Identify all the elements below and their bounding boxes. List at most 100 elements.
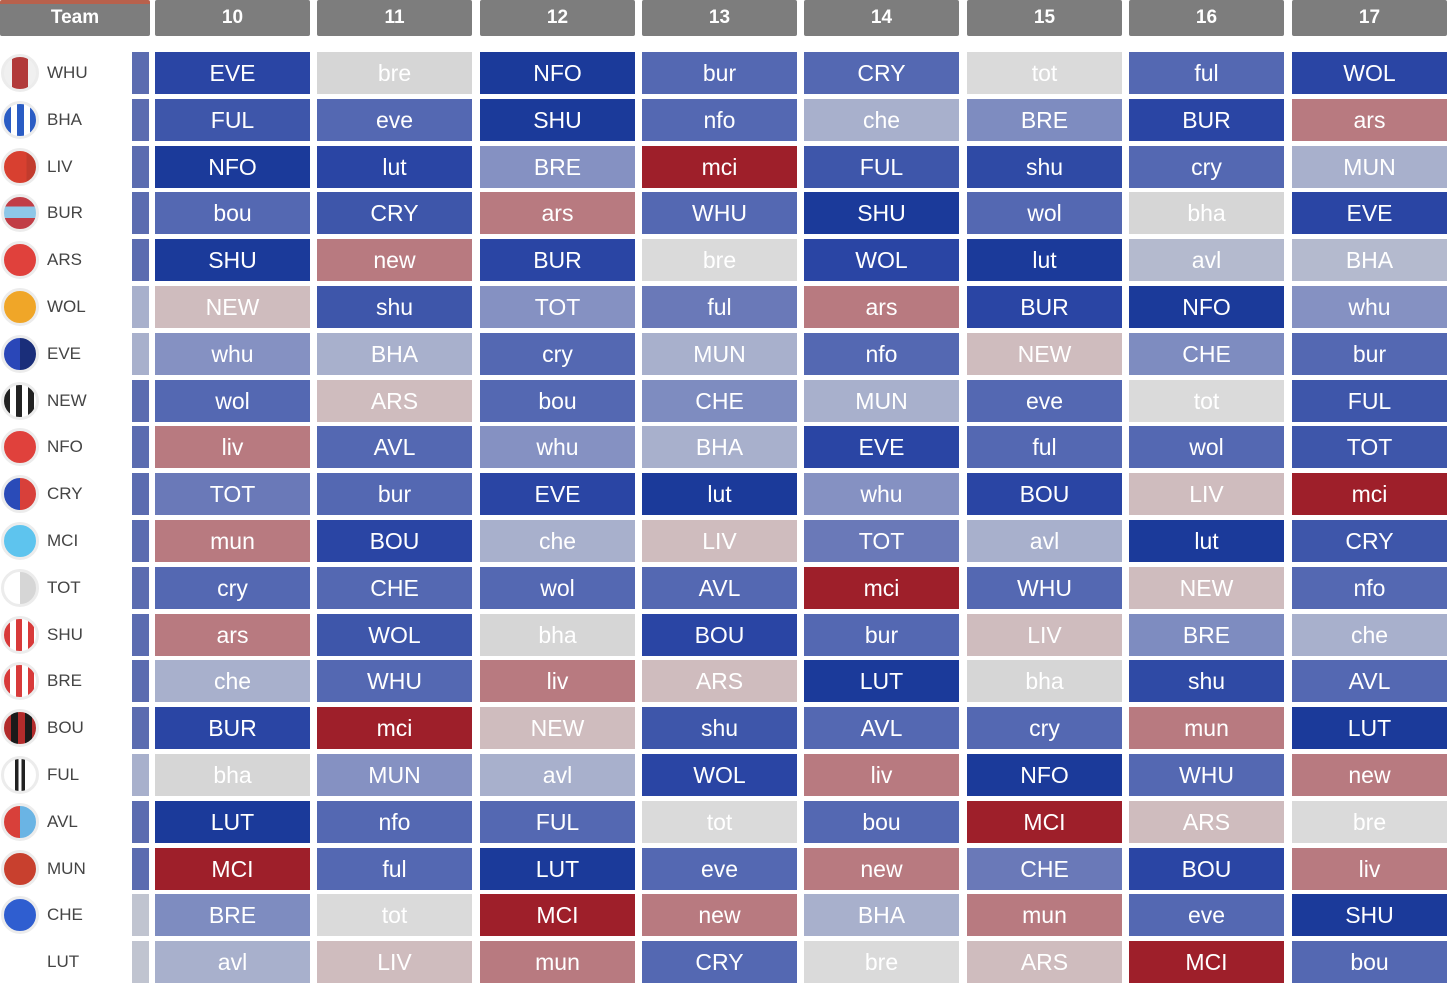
fixture-cell[interactable]: lut xyxy=(967,239,1122,281)
fixture-cell[interactable]: ful xyxy=(317,848,472,890)
fixture-cell[interactable]: CRY xyxy=(642,941,797,983)
fixture-cell[interactable]: bou xyxy=(480,380,635,422)
fixture-cell[interactable]: bur xyxy=(804,614,959,656)
fixture-cell[interactable]: CHE xyxy=(967,848,1122,890)
fixture-cell[interactable]: bre xyxy=(642,239,797,281)
fixture-cell[interactable]: SHU xyxy=(480,99,635,141)
fixture-cell[interactable]: mci xyxy=(317,707,472,749)
fixture-cell[interactable]: eve xyxy=(1129,894,1284,936)
fixture-cell[interactable]: mci xyxy=(1292,473,1447,515)
fixture-cell[interactable]: shu xyxy=(642,707,797,749)
fixture-cell[interactable]: TOT xyxy=(804,520,959,562)
fixture-cell[interactable]: SHU xyxy=(1292,894,1447,936)
fixture-cell[interactable]: WOL xyxy=(1292,52,1447,94)
fixture-cell[interactable]: BHA xyxy=(804,894,959,936)
fixture-cell[interactable]: ars xyxy=(1292,99,1447,141)
fixture-cell[interactable]: FUL xyxy=(1292,380,1447,422)
fixture-cell[interactable]: AVL xyxy=(804,707,959,749)
fixture-cell[interactable]: lut xyxy=(317,146,472,188)
fixture-cell[interactable]: NEW xyxy=(480,707,635,749)
fixture-cell[interactable]: bha xyxy=(1129,192,1284,234)
fixture-cell[interactable]: bha xyxy=(480,614,635,656)
fixture-cell[interactable]: EVE xyxy=(804,426,959,468)
fixture-cell[interactable]: EVE xyxy=(155,52,310,94)
fixture-cell[interactable]: whu xyxy=(155,333,310,375)
gameweek-header[interactable]: 17 xyxy=(1292,0,1447,36)
fixture-cell[interactable]: bur xyxy=(1292,333,1447,375)
fixture-cell[interactable]: mun xyxy=(155,520,310,562)
fixture-cell[interactable]: BUR xyxy=(155,707,310,749)
fixture-cell[interactable]: bou xyxy=(804,801,959,843)
fixture-cell[interactable]: mci xyxy=(804,567,959,609)
fixture-cell[interactable]: nfo xyxy=(804,333,959,375)
fixture-cell[interactable]: CRY xyxy=(1292,520,1447,562)
fixture-cell[interactable]: BHA xyxy=(317,333,472,375)
fixture-cell[interactable]: BUR xyxy=(1129,99,1284,141)
fixture-cell[interactable]: nfo xyxy=(1292,567,1447,609)
fixture-cell[interactable]: FUL xyxy=(804,146,959,188)
fixture-cell[interactable]: AVL xyxy=(317,426,472,468)
fixture-cell[interactable]: cry xyxy=(967,707,1122,749)
fixture-cell[interactable]: new xyxy=(804,848,959,890)
fixture-cell[interactable]: LIV xyxy=(317,941,472,983)
fixture-cell[interactable]: che xyxy=(1292,614,1447,656)
fixture-cell[interactable]: BRE xyxy=(1129,614,1284,656)
fixture-cell[interactable]: BRE xyxy=(155,894,310,936)
fixture-cell[interactable]: cry xyxy=(480,333,635,375)
fixture-cell[interactable]: bou xyxy=(155,192,310,234)
fixture-cell[interactable]: WOL xyxy=(642,754,797,796)
fixture-cell[interactable]: new xyxy=(1292,754,1447,796)
fixture-cell[interactable]: NFO xyxy=(480,52,635,94)
fixture-cell[interactable]: BOU xyxy=(1129,848,1284,890)
fixture-cell[interactable]: BUR xyxy=(480,239,635,281)
fixture-cell[interactable]: cry xyxy=(1129,146,1284,188)
fixture-cell[interactable]: MUN xyxy=(1292,146,1447,188)
fixture-cell[interactable]: mun xyxy=(1129,707,1284,749)
gameweek-header[interactable]: 11 xyxy=(317,0,472,36)
fixture-cell[interactable]: wol xyxy=(155,380,310,422)
fixture-cell[interactable]: liv xyxy=(480,660,635,702)
fixture-cell[interactable]: EVE xyxy=(480,473,635,515)
fixture-cell[interactable]: bou xyxy=(1292,941,1447,983)
fixture-cell[interactable]: SHU xyxy=(804,192,959,234)
fixture-cell[interactable]: mun xyxy=(967,894,1122,936)
fixture-cell[interactable]: liv xyxy=(804,754,959,796)
fixture-cell[interactable]: wol xyxy=(967,192,1122,234)
fixture-cell[interactable]: shu xyxy=(967,146,1122,188)
fixture-cell[interactable]: ARS xyxy=(1129,801,1284,843)
fixture-cell[interactable]: tot xyxy=(642,801,797,843)
fixture-cell[interactable]: whu xyxy=(1292,286,1447,328)
fixture-cell[interactable]: NFO xyxy=(967,754,1122,796)
fixture-cell[interactable]: nfo xyxy=(317,801,472,843)
fixture-cell[interactable]: cry xyxy=(155,567,310,609)
fixture-cell[interactable]: shu xyxy=(317,286,472,328)
fixture-cell[interactable]: BOU xyxy=(967,473,1122,515)
fixture-cell[interactable]: bha xyxy=(967,660,1122,702)
fixture-cell[interactable]: bre xyxy=(1292,801,1447,843)
fixture-cell[interactable]: tot xyxy=(1129,380,1284,422)
fixture-cell[interactable]: ful xyxy=(642,286,797,328)
fixture-cell[interactable]: MUN xyxy=(642,333,797,375)
fixture-cell[interactable]: ful xyxy=(967,426,1122,468)
fixture-cell[interactable]: TOT xyxy=(480,286,635,328)
fixture-cell[interactable]: ARS xyxy=(317,380,472,422)
fixture-cell[interactable]: ars xyxy=(155,614,310,656)
fixture-cell[interactable]: LUT xyxy=(1292,707,1447,749)
fixture-cell[interactable]: LUT xyxy=(155,801,310,843)
fixture-cell[interactable]: eve xyxy=(642,848,797,890)
fixture-cell[interactable]: wol xyxy=(480,567,635,609)
fixture-cell[interactable]: MUN xyxy=(317,754,472,796)
fixture-cell[interactable]: nfo xyxy=(642,99,797,141)
fixture-cell[interactable]: avl xyxy=(480,754,635,796)
fixture-cell[interactable]: BHA xyxy=(1292,239,1447,281)
fixture-cell[interactable]: TOT xyxy=(155,473,310,515)
fixture-cell[interactable]: BOU xyxy=(317,520,472,562)
fixture-cell[interactable]: new xyxy=(317,239,472,281)
fixture-cell[interactable]: NFO xyxy=(155,146,310,188)
gameweek-header[interactable]: 15 xyxy=(967,0,1122,36)
fixture-cell[interactable]: ARS xyxy=(642,660,797,702)
fixture-cell[interactable]: CRY xyxy=(804,52,959,94)
fixture-cell[interactable]: WOL xyxy=(804,239,959,281)
gameweek-header[interactable]: 12 xyxy=(480,0,635,36)
fixture-cell[interactable]: FUL xyxy=(155,99,310,141)
